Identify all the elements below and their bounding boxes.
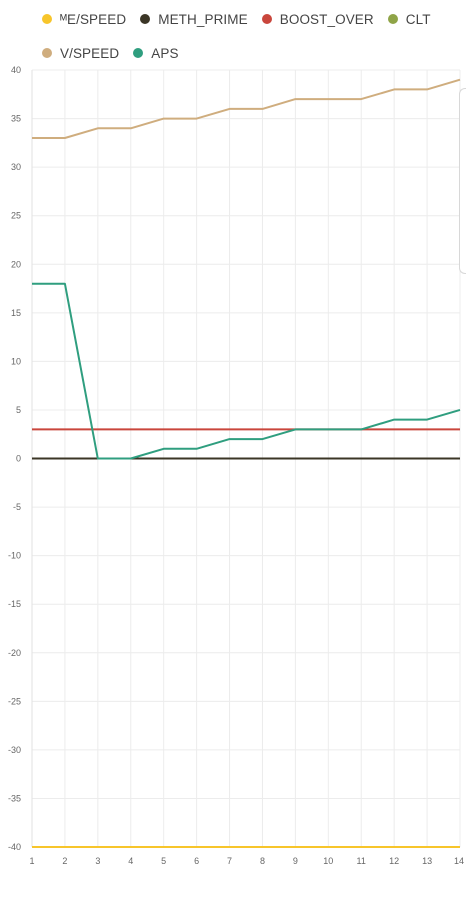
x-tick-label: 7 <box>227 856 232 866</box>
series-line-aps <box>32 282 461 460</box>
y-tick-label: 25 <box>11 211 21 221</box>
x-tick-label: 10 <box>323 856 333 866</box>
y-tick-label: -40 <box>8 842 21 852</box>
legend-label: APS <box>151 45 179 61</box>
legend-label: METH_PRIME <box>158 11 248 27</box>
y-tick-label: -30 <box>8 745 21 755</box>
x-tick-label: 1 <box>29 856 34 866</box>
x-tick-label: 13 <box>422 856 432 866</box>
x-tick-label: 5 <box>161 856 166 866</box>
y-tick-label: 20 <box>11 259 21 269</box>
y-tick-label: 5 <box>16 405 21 415</box>
legend-dot-icon <box>42 48 52 58</box>
legend-dot-icon <box>261 14 272 24</box>
legend-dot-icon <box>42 14 52 24</box>
legend-item-v-speed[interactable]: V/SPEED <box>42 46 119 61</box>
x-tick-label: 3 <box>95 856 100 866</box>
y-tick-label: -5 <box>13 502 21 512</box>
legend-row-2: V/SPEED APS <box>0 39 179 67</box>
legend-label: ᴹE/SPEED <box>60 11 127 27</box>
x-tick-label: 2 <box>62 856 67 866</box>
legend-label: CLT <box>405 11 431 27</box>
y-tick-label: 10 <box>11 356 21 366</box>
series-line-v-speed <box>32 78 461 139</box>
x-tick-label: 14 <box>454 856 464 866</box>
x-tick-label: 9 <box>293 856 298 866</box>
y-tick-label: 15 <box>11 308 21 318</box>
legend-item-clt[interactable]: CLT <box>387 11 431 27</box>
legend-item-aps[interactable]: APS <box>133 46 178 61</box>
y-tick-label: -25 <box>8 696 21 706</box>
x-tick-label: 4 <box>128 856 133 866</box>
legend-dot-icon <box>387 14 398 24</box>
y-tick-label: -35 <box>8 793 21 803</box>
x-tick-label: 12 <box>389 856 399 866</box>
y-tick-label: 30 <box>11 162 21 172</box>
y-tick-label: -20 <box>8 648 21 658</box>
legend-item-meth-prime[interactable]: METH_PRIME <box>140 12 248 27</box>
y-tick-label: 40 <box>11 65 21 75</box>
legend-row-1: ᴹE/SPEED METH_PRIME BOOST_OVER CLT <box>0 5 431 33</box>
x-tick-label: 6 <box>194 856 199 866</box>
legend-item-me-speed[interactable]: ᴹE/SPEED <box>42 12 126 27</box>
y-tick-label: -10 <box>8 551 21 561</box>
y-tick-label: 35 <box>11 114 21 124</box>
x-tick-label: 8 <box>260 856 265 866</box>
legend-item-boost-over[interactable]: BOOST_OVER <box>261 11 374 27</box>
y-tick-label: -15 <box>8 599 21 609</box>
legend-dot-icon <box>133 48 144 58</box>
tooltip-edge-panel <box>459 88 466 274</box>
x-tick-label: 11 <box>357 856 366 866</box>
legend-label: BOOST_OVER <box>279 11 374 27</box>
y-tick-label: 0 <box>16 454 21 464</box>
legend-dot-icon <box>140 14 151 24</box>
legend-label: V/SPEED <box>60 45 120 61</box>
